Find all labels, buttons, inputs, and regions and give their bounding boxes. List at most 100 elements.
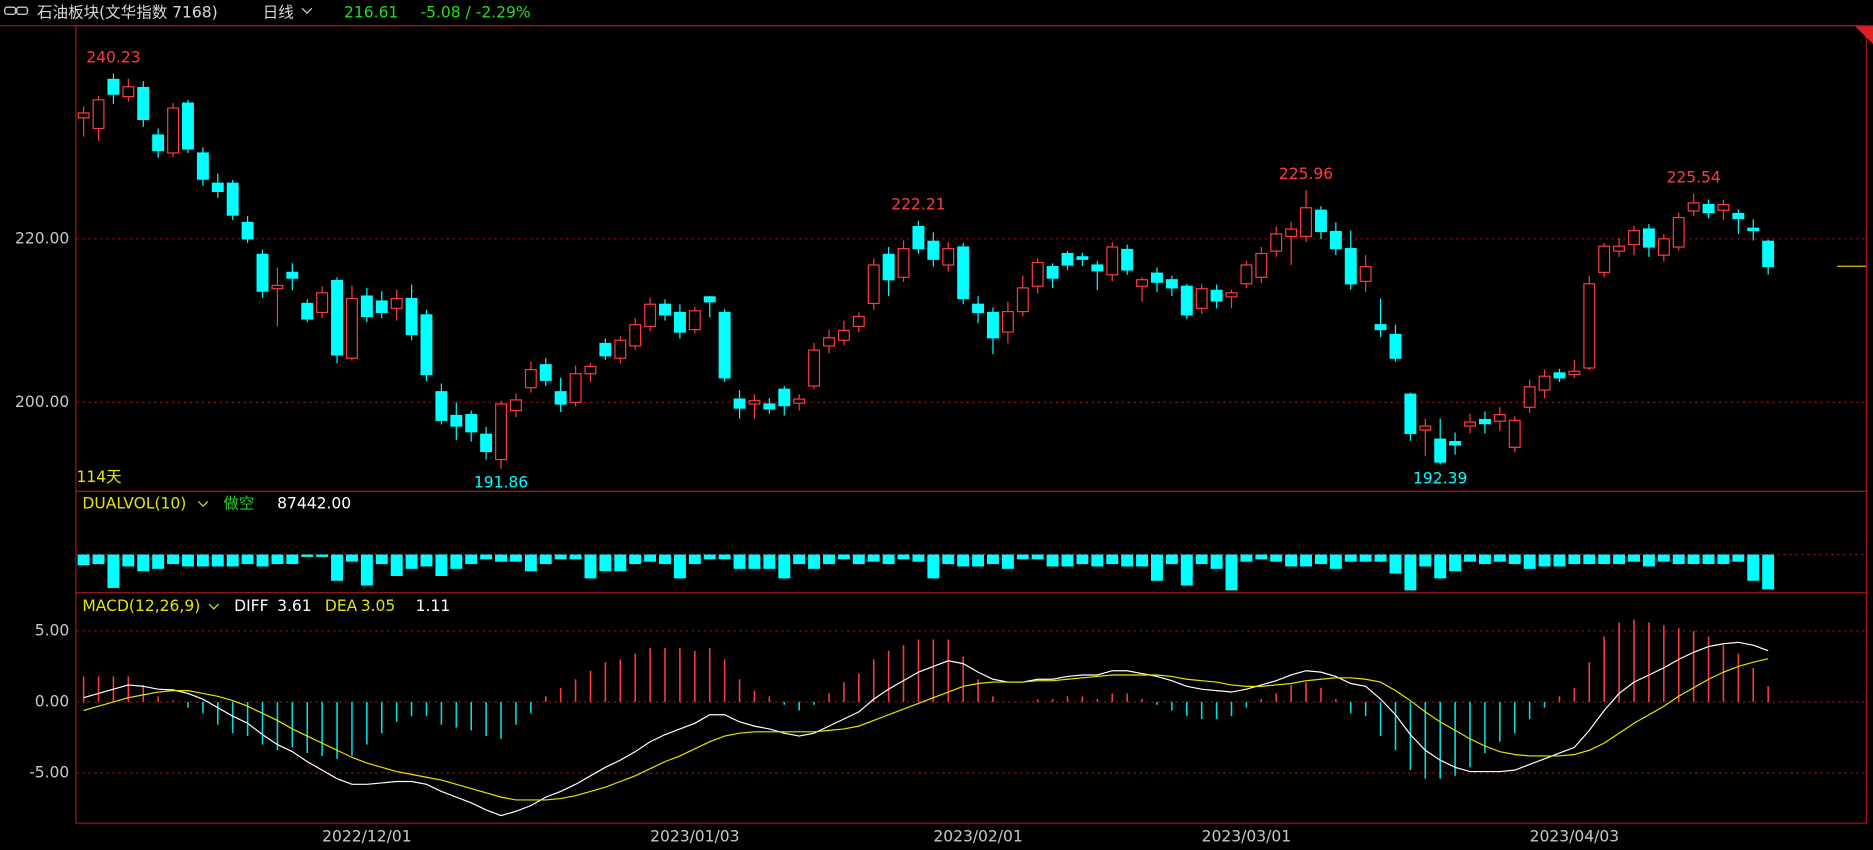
volume-bar [390, 554, 403, 577]
volume-bar [420, 554, 433, 567]
candle-body [1344, 248, 1357, 285]
volume-bar [718, 554, 731, 560]
candle-body [852, 315, 865, 327]
volume-bar [1523, 554, 1536, 569]
candle-body [107, 78, 120, 95]
candle-body [1061, 252, 1074, 266]
candle-body [1568, 370, 1581, 376]
diff-value: 3.61 [277, 597, 312, 615]
volume-bar [584, 554, 597, 579]
volume-bar [778, 554, 791, 579]
candle-body [942, 248, 955, 266]
candle-body [495, 403, 508, 461]
candle-body [778, 388, 791, 407]
volume-bar [1076, 554, 1089, 565]
candle-body [1195, 288, 1208, 309]
volume-value: 87442.00 [277, 494, 351, 512]
candle-body [554, 391, 567, 405]
volume-bar [733, 554, 746, 569]
candle-body [539, 364, 552, 381]
candle-body [823, 337, 835, 347]
low-label: 191.86 [474, 474, 528, 492]
candle-body [77, 112, 90, 119]
volume-bar [509, 554, 522, 562]
candle-body [1702, 203, 1715, 214]
candle-body [1374, 324, 1387, 331]
candle-body [1672, 216, 1685, 248]
candle-body [837, 329, 850, 341]
volume-bar [763, 554, 776, 569]
volume-bar [1195, 554, 1208, 565]
period-dropdown[interactable] [301, 7, 313, 14]
volume-bar [972, 554, 985, 567]
legend-diff: DIFF [234, 597, 268, 615]
volume-bar [226, 554, 239, 567]
volume-bar [942, 554, 955, 565]
x-tick-label: 2023/01/03 [650, 827, 739, 845]
volume-bar [1314, 554, 1327, 565]
volume-bar [688, 554, 701, 565]
period[interactable]: 日线 [263, 4, 294, 22]
candle-body [897, 248, 910, 278]
volume-bar [1583, 554, 1596, 565]
volume-bar [495, 554, 508, 562]
candle-body [808, 349, 821, 387]
candle-body [226, 182, 239, 216]
volume-dropdown[interactable] [197, 500, 209, 508]
candle-body [1404, 393, 1417, 435]
corner-marker [1855, 26, 1873, 45]
volume-bar [1300, 554, 1313, 567]
macd-title: MACD(12,26,9) [82, 597, 200, 615]
candle-body [435, 391, 448, 421]
volume-bar [450, 554, 463, 569]
volume-bar [808, 554, 821, 569]
macd-dropdown[interactable] [208, 603, 220, 610]
candle-body [1255, 252, 1268, 278]
candle-body [987, 311, 999, 339]
candle-body [1657, 238, 1670, 256]
volume-bar [837, 554, 850, 560]
volume-bar [1568, 554, 1581, 565]
volume-bar [1642, 554, 1655, 567]
candle-body [1508, 419, 1521, 448]
candle-body [1016, 287, 1029, 313]
candle-body [1121, 248, 1134, 271]
candle-body [1076, 256, 1089, 260]
candle-body [331, 279, 344, 356]
candle-body [286, 271, 299, 279]
volume-bar [1493, 554, 1506, 562]
candle-body [1001, 311, 1014, 333]
volume-bar [1091, 554, 1104, 567]
link-icon [4, 6, 29, 16]
candle-body [1598, 245, 1611, 273]
volume-bar [271, 554, 284, 565]
candle-body [1240, 264, 1253, 285]
volume-bar [1329, 554, 1342, 569]
volume-bar [1240, 554, 1253, 562]
candle-body [718, 311, 731, 379]
candle-body [256, 253, 269, 292]
candle-body [659, 303, 671, 316]
candle-body [1210, 289, 1223, 302]
candle-body [1687, 202, 1700, 212]
volume-bar [1285, 554, 1298, 567]
candle-body [703, 296, 716, 303]
volume-bar [1687, 554, 1700, 565]
candle-body [241, 221, 254, 240]
candle-body [1538, 375, 1551, 391]
volume-bar [1434, 554, 1447, 579]
candle-body [867, 264, 880, 305]
y-tick-label: 200.00 [15, 393, 69, 411]
volume-bar [152, 554, 165, 569]
candle-body [1642, 228, 1655, 248]
macd-value: 1.11 [416, 597, 451, 615]
candle-body [375, 300, 388, 314]
volume-bar [524, 554, 537, 572]
volume-bar [1717, 554, 1730, 565]
x-tick-label: 2023/04/03 [1530, 827, 1619, 845]
candle-body [614, 339, 627, 359]
volume-bar [1657, 554, 1670, 562]
candle-body [1762, 240, 1775, 268]
volume-bar [241, 554, 254, 565]
volume-bar [1180, 554, 1193, 586]
